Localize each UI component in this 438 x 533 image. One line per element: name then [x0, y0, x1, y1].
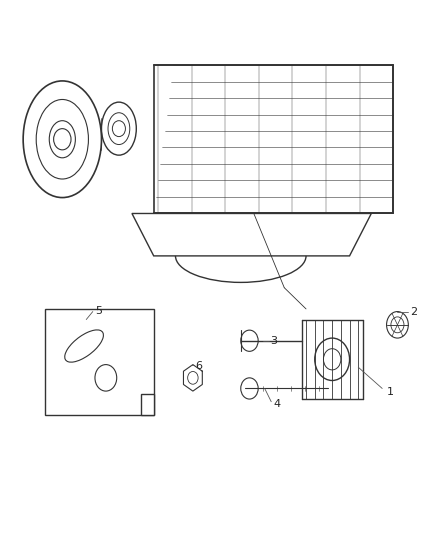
Text: 4: 4: [273, 399, 280, 409]
Text: 3: 3: [270, 336, 277, 346]
Text: 1: 1: [387, 387, 394, 397]
Text: 2: 2: [410, 308, 417, 317]
FancyBboxPatch shape: [45, 309, 154, 415]
Text: 5: 5: [95, 306, 102, 316]
Polygon shape: [141, 394, 154, 415]
Text: 6: 6: [195, 361, 202, 371]
